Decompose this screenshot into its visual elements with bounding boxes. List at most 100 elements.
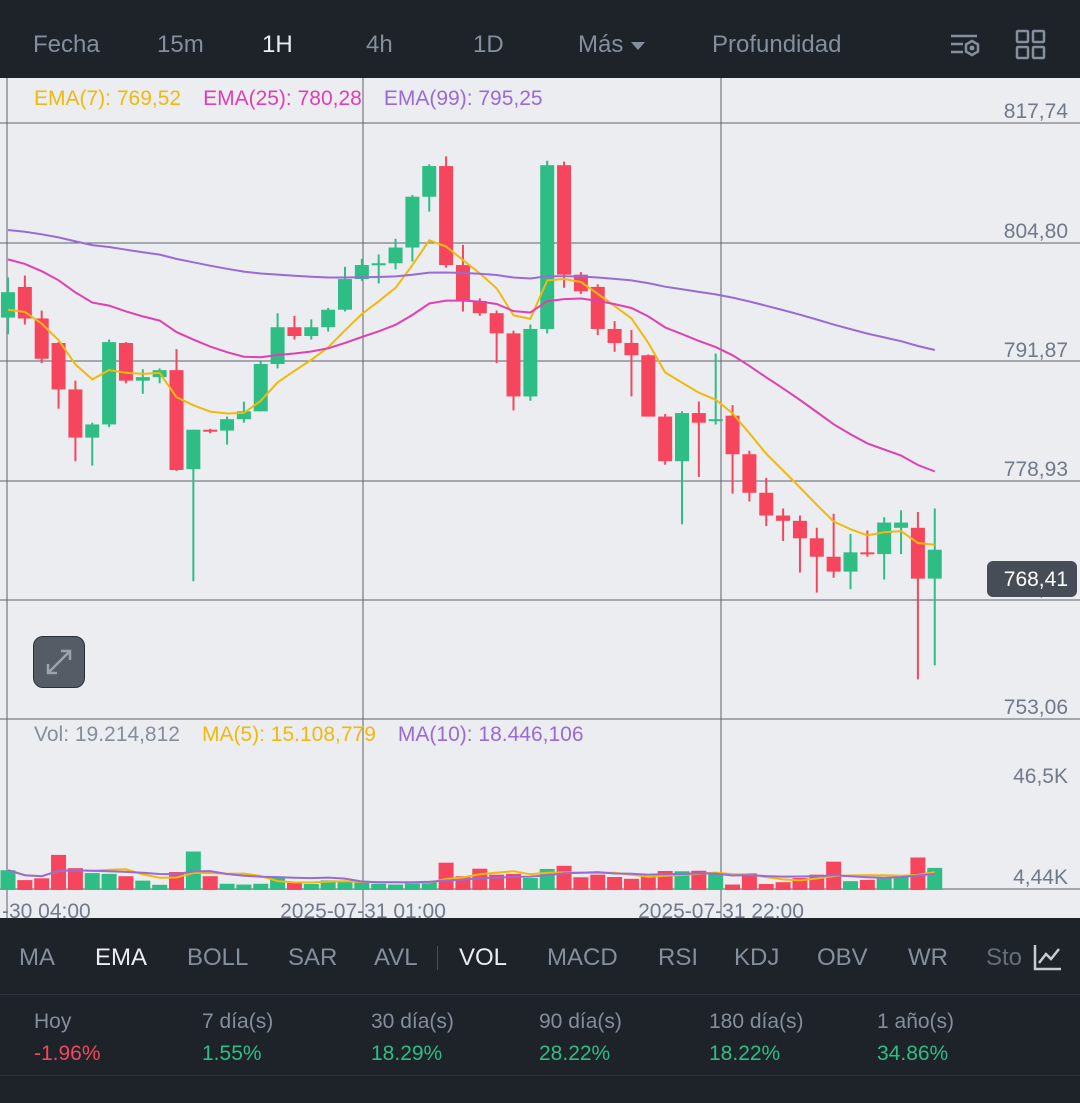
candle-body [118,342,133,381]
indicator-obv[interactable]: OBV [817,944,868,971]
tab-1h[interactable]: 1H [262,31,293,58]
volume-bar [927,867,943,890]
volume-bar [775,882,791,890]
candle-body [792,520,807,539]
divider [0,1075,1080,1076]
candle-body [860,552,875,555]
perf-today: Hoy -1.96% [34,1009,101,1069]
expand-button[interactable] [33,636,85,688]
tab-4h[interactable]: 4h [366,31,393,58]
candle-body [102,342,117,425]
tab-mas[interactable]: Más [578,30,646,60]
perf-1y: 1 año(s) 34.86% [877,1009,954,1069]
indicator-rsi[interactable]: RSI [658,944,699,971]
grid-layout-icon[interactable] [1014,28,1048,62]
candle-body [321,309,336,328]
indicator-macd[interactable]: MACD [547,944,618,971]
candle-body [927,549,942,579]
candle-body [439,166,454,266]
volume-bar [859,879,875,890]
tab-1d[interactable]: 1D [473,31,504,58]
volume-bar [320,880,336,890]
candle-body [910,527,925,579]
volume-ma10-line [7,869,935,884]
volume-bar [573,877,589,890]
volume-bar [741,873,757,890]
volume-bar [303,884,319,890]
indicator-vol[interactable]: VOL [459,944,508,971]
perf-30d: 30 día(s) 18.29% [371,1009,454,1069]
candle-body [877,522,892,555]
candle-body [489,313,504,334]
candle-body [68,389,83,438]
ma5-legend: MA(5): 15.108,779 [201,723,376,746]
candle-body [675,413,689,462]
volume-legend: Vol: 19.214,812 MA(5): 15.108,779 MA(10): … [34,723,606,747]
perf-7d: 7 día(s) 1.55% [202,1009,273,1069]
candlestick-chart[interactable]: 817,74804,80791,87778,93768,00753,06768,… [0,78,1080,918]
volume-bar [792,878,808,890]
candle-body [51,342,66,390]
volume-ma5-line [7,868,935,884]
indicator-ma[interactable]: MA [19,944,55,971]
candle-body [624,342,639,356]
candle-body [17,286,32,319]
perf-label: 90 día(s) [539,1010,622,1033]
volume-bar [607,877,623,890]
candle-body [388,247,403,264]
current-price-label: 768,41 [1004,568,1068,591]
chart-area[interactable]: 817,74804,80791,87778,93768,00753,06768,… [0,78,1080,918]
candle-body [506,333,521,397]
ma10-legend: MA(10): 18.446,106 [397,723,584,746]
time-axis-label: 2025-07-31 22:00 [638,900,804,918]
candle-body [557,165,572,275]
candle-body [725,415,740,455]
indicator-sto[interactable]: Sto [986,944,1023,971]
perf-value: 34.86% [877,1042,949,1065]
candle-body [422,166,437,197]
candle-body [220,419,235,431]
tab-fecha[interactable]: Fecha [33,31,100,58]
volume-bar [843,881,858,890]
candle-body [894,522,909,528]
candle-body [338,279,352,310]
volume-bar [34,878,50,890]
price-axis-label: 817,74 [1004,100,1069,123]
vol-legend: Vol: 19.214,812 [34,723,180,746]
chart-settings-icon[interactable] [948,28,982,62]
perf-label: 7 día(s) [202,1010,274,1033]
candle-body [270,327,285,365]
perf-value: 28.22% [539,1042,611,1065]
time-axis-label: -30 04:00 [2,900,91,918]
indicator-ema[interactable]: EMA [95,944,148,971]
tab-15m[interactable]: 15m [157,31,204,58]
indicator-settings-icon[interactable] [1032,942,1064,972]
indicator-wr[interactable]: WR [908,944,948,971]
candle-body [641,355,656,417]
volume-bar [354,880,370,890]
current-price-tag [987,561,1077,597]
indicator-avl[interactable]: AVL [374,944,418,971]
indicator-sar[interactable]: SAR [288,944,338,971]
indicator-boll[interactable]: BOLL [187,944,249,971]
candle-body [169,370,184,470]
tab-profundidad[interactable]: Profundidad [712,31,842,58]
candle-body [405,196,420,248]
volume-bar [51,854,67,890]
price-axis-label: 753,06 [1004,696,1068,719]
candle-body [742,454,757,493]
volume-bar [17,880,33,890]
candle-body [776,515,791,521]
ema7-line [7,239,935,546]
candle-body [658,416,673,462]
candle-body [826,556,841,572]
candle-body [236,411,251,420]
volume-bar [84,873,100,890]
volume-bar [590,874,606,890]
ema-legend: EMA(7): 769,52 EMA(25): 780,28 EMA(99): 79… [34,87,565,111]
ema25-line [7,258,936,473]
candle-body [472,300,487,314]
indicator-kdj[interactable]: KDJ [734,944,780,971]
volume-bar [910,857,926,890]
perf-value: 18.29% [371,1042,443,1065]
